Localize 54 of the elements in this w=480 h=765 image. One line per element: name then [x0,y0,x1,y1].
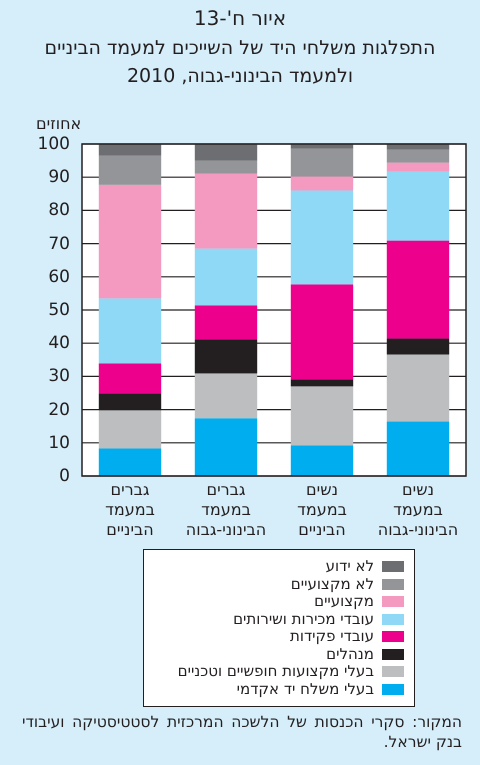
legend-label: לא ידוע [326,557,374,576]
y-tick-label: 20 [47,398,70,421]
bar [386,422,450,476]
y-tick-label: 30 [47,365,70,388]
y-tick-label: 90 [47,166,70,188]
bar [98,156,162,185]
y-tick-label: 80 [47,199,70,222]
text: המקור: סקרי הכנסות של הלשכה המרכזית לסטטיסטיקה ועיבודי בנק ישראל. [22,712,462,752]
legend-label: מנהלים [326,644,374,663]
x-tick-label: נשים במעמד הבינוני-גבוה [376,480,460,540]
y-axis-title: אחוזים [36,114,82,133]
chart-title: איור ח'-13 [192,6,288,30]
bar [290,148,354,177]
y-tick-label: 70 [47,232,70,255]
legend-label: מקצועיים [314,592,374,610]
legend-label: עובדי מכירות ושירותים [233,610,374,628]
bar [194,373,258,418]
bar [98,363,162,394]
y-tick-label: 0 [58,465,70,487]
bar [194,144,258,161]
chart-subtitle: התפלגות משלחי היד של השייכים למעמד הביניים ולמעמד הבינוני-גבוה, 2010 [44,36,436,89]
x-tick-label: גברים במעמד הביניים [104,480,156,540]
bar [194,160,258,174]
legend-label: בעלי מקצועות חופשיים וטכניים [178,662,374,680]
bar [290,379,354,386]
bar [386,240,450,339]
bar [98,410,162,448]
bar [290,176,354,190]
bar [386,162,450,172]
bar [98,298,162,364]
y-tick-label: 50 [47,299,70,321]
y-tick-label: 10 [47,432,70,454]
bar [194,248,258,306]
bar [194,305,258,340]
legend-label: בעלי משלח יד אקדמי [236,680,374,698]
bar [290,284,354,380]
bar [386,354,450,422]
y-tick-label: 60 [47,266,70,288]
legend-label: עובדי פקידות [290,627,374,646]
bar [386,172,450,241]
bar [194,418,258,476]
bar [98,144,162,156]
bar [290,445,354,476]
y-tick-label: 40 [47,332,70,354]
bar [290,190,354,284]
bar [290,386,354,446]
legend-label: לא מקצועיים [290,574,374,593]
y-tick-label: 100 [36,133,70,155]
x-tick-label: גברים במעמד הבינוני-גבוה [184,480,268,540]
bar [194,174,258,249]
bar [98,184,162,298]
x-tick-label: נשים במעמד הביניים [296,480,348,540]
bar [98,448,162,476]
bar [386,150,450,163]
